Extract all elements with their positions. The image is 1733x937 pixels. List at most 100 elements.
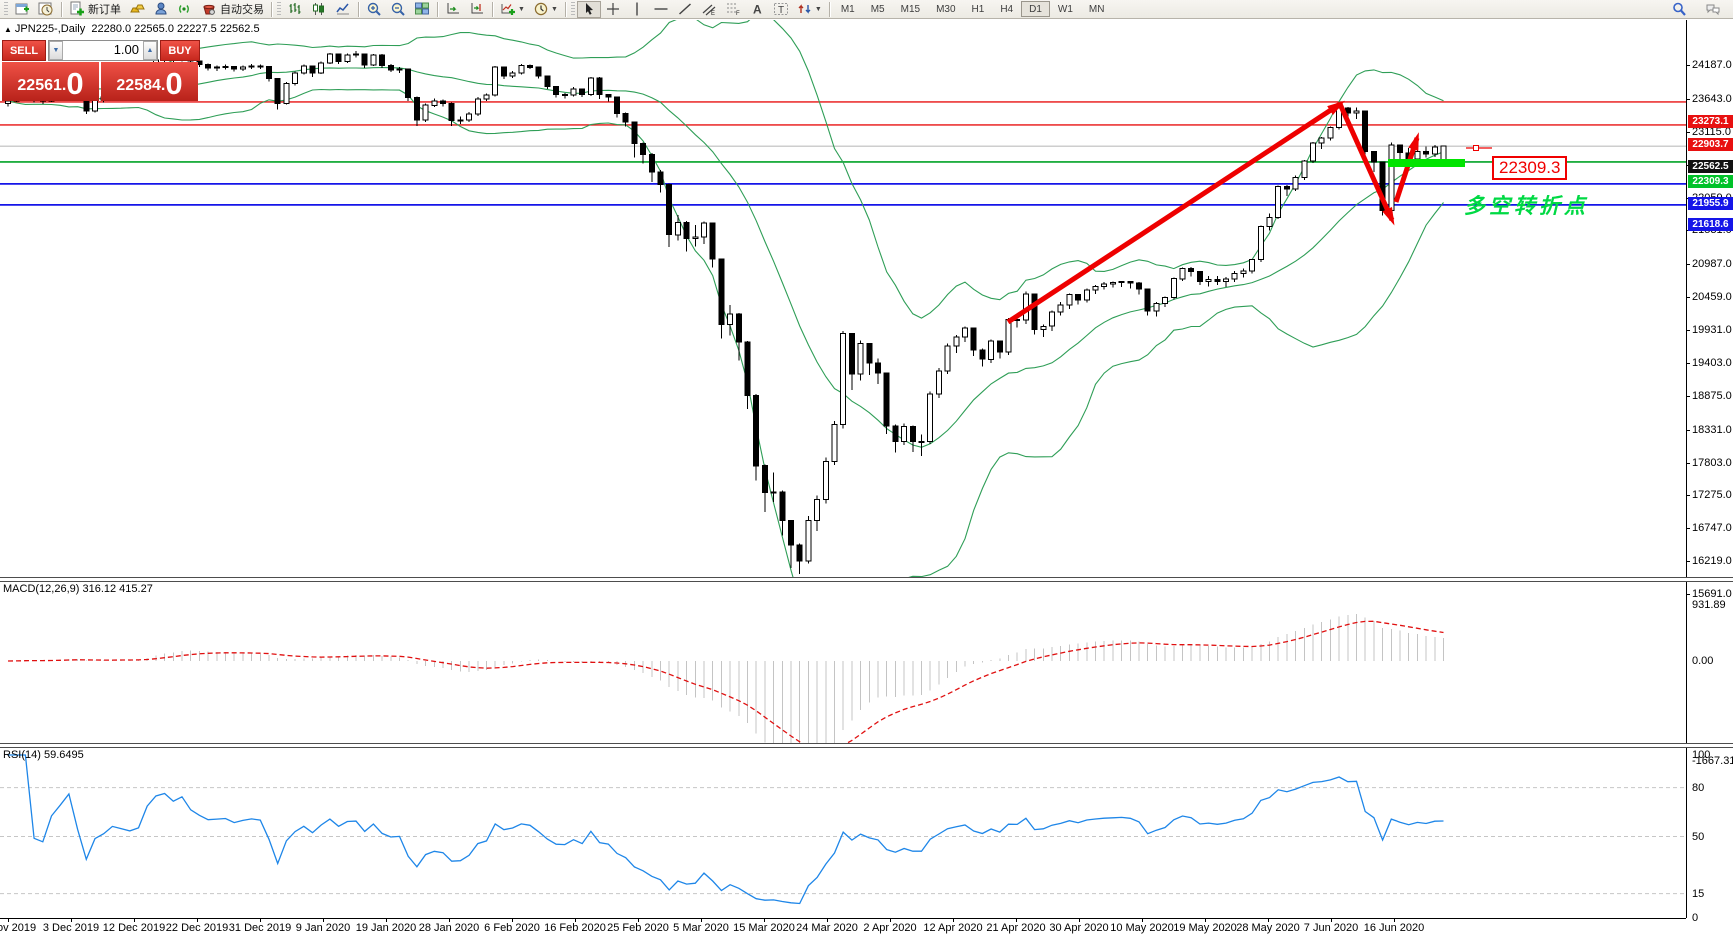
channel-tool-button[interactable]: E: [697, 1, 721, 18]
bar-chart-mode-button[interactable]: [283, 1, 307, 18]
channel-tool-icon: E: [701, 1, 717, 17]
toolbar-grip[interactable]: [277, 2, 281, 16]
candle-body: [1301, 160, 1308, 178]
toolbar-grip[interactable]: [4, 2, 8, 16]
new-chart-icon: [14, 1, 30, 17]
trend-arrow-line[interactable]: [1006, 101, 1342, 325]
community-icon: [153, 1, 169, 17]
price-tick: [1686, 264, 1690, 265]
buy-button[interactable]: BUY: [160, 40, 200, 61]
price-tick-label: 20459.0: [1692, 291, 1732, 303]
chart-shift-button[interactable]: [465, 1, 489, 18]
timeframe-m15-button[interactable]: M15: [900, 3, 921, 15]
timeframe-mn-button[interactable]: MN: [1088, 3, 1105, 15]
chat-button[interactable]: [1701, 1, 1725, 18]
volume-decrease-button[interactable]: ▼: [49, 41, 63, 60]
trendline-tool-button[interactable]: [673, 1, 697, 18]
text-tool-button[interactable]: A: [745, 1, 769, 18]
toolbar-grip[interactable]: [570, 2, 575, 16]
signals-button[interactable]: [173, 1, 197, 18]
auto-trading-button[interactable]: 自动交易: [197, 1, 268, 18]
bollinger-middle-band[interactable]: [7, 67, 1444, 448]
candle-body: [883, 372, 890, 427]
crosshair-tool-button[interactable]: [601, 1, 625, 18]
tile-windows-button[interactable]: [410, 1, 434, 18]
turning-point-annotation[interactable]: 多空转折点: [1464, 195, 1589, 218]
toolbar-separator: [61, 1, 62, 17]
macd-signal-line[interactable]: [7, 620, 1444, 743]
candle-body: [744, 341, 751, 396]
zoom-out-button[interactable]: [386, 1, 410, 18]
timeframe-w1-button[interactable]: W1: [1057, 3, 1073, 15]
sell-button[interactable]: SELL: [2, 40, 46, 61]
fibonacci-tool-button[interactable]: F: [721, 1, 745, 18]
search-button[interactable]: [1667, 1, 1691, 18]
chart-title: ▲ JPN225-,Daily 22280.0 22565.0 22227.5 2…: [4, 23, 260, 35]
trend-arrow-line[interactable]: [1337, 102, 1395, 222]
text-label-tool-button[interactable]: T: [769, 1, 793, 18]
candle-body: [1266, 216, 1273, 228]
rsi-line[interactable]: [8, 754, 1444, 905]
vertical-line-tool-button[interactable]: [625, 1, 649, 18]
dropdown-caret-icon[interactable]: ▼: [550, 5, 558, 13]
volume-value[interactable]: 1.00: [113, 42, 139, 57]
timeframe-d1-button[interactable]: D1: [1021, 1, 1050, 17]
dropdown-caret-icon[interactable]: ▼: [518, 5, 525, 13]
new-chart-button[interactable]: [10, 1, 34, 18]
candle-body: [518, 64, 525, 74]
candle-body: [979, 349, 986, 360]
cursor-tool-button[interactable]: [576, 0, 601, 18]
rsi-panel[interactable]: [0, 748, 1686, 918]
sell-price-main: 22561.: [17, 77, 67, 94]
main-price-chart[interactable]: [0, 20, 1686, 580]
timeframe-m30-button[interactable]: M30: [936, 3, 956, 15]
arrows-tool-button[interactable]: ▼: [793, 1, 826, 18]
tile-windows-icon: [414, 1, 430, 17]
time-tick-label: 22 Dec 2019: [165, 922, 229, 934]
chart-window[interactable]: ▲ JPN225-,Daily 22280.0 22565.0 22227.5 2…: [0, 20, 1733, 937]
timeframe-h1-button[interactable]: H1: [971, 3, 985, 15]
timeframe-m1-button[interactable]: M1: [840, 3, 855, 15]
time-tick-label: 31 Dec 2019: [228, 922, 292, 934]
zoom-in-button[interactable]: [362, 1, 386, 18]
candle-body: [1153, 302, 1160, 312]
timeframe-m5-button[interactable]: M5: [870, 3, 885, 15]
horizontal-line-tool-button[interactable]: [649, 1, 673, 18]
auto-scroll-button[interactable]: [441, 1, 465, 18]
deposit-button[interactable]: [125, 1, 149, 18]
bollinger-upper-band[interactable]: [7, 20, 1444, 319]
sell-price[interactable]: 22561. 0: [2, 62, 99, 101]
candle-body: [1379, 161, 1386, 211]
dropdown-caret-icon[interactable]: ▼: [814, 5, 822, 13]
new-order-button[interactable]: 新订单: [65, 1, 125, 18]
axis-border: [1686, 20, 1687, 918]
community-button[interactable]: [149, 1, 173, 18]
indicators-menu-button[interactable]: ▼: [496, 1, 529, 18]
rsi-panel-divider[interactable]: [0, 743, 1733, 748]
collapse-panel-icon[interactable]: ▲: [4, 25, 12, 34]
timeframe-h4-button[interactable]: H4: [1000, 3, 1014, 15]
time-tick-label: 28 May 2020: [1236, 922, 1300, 934]
macd-panel[interactable]: [0, 582, 1686, 743]
candle-body: [370, 54, 377, 66]
candle-body: [553, 86, 560, 96]
macd-panel-divider[interactable]: [0, 577, 1733, 582]
callout-anchor-handle[interactable]: [1473, 145, 1479, 151]
toolbar-separator: [492, 1, 493, 17]
candle-body: [640, 143, 647, 155]
time-tick: [953, 919, 954, 922]
chart-profiles-button[interactable]: [34, 1, 58, 18]
support-highlight-bar[interactable]: [1388, 159, 1465, 167]
candlestick-mode-button[interactable]: [307, 1, 331, 18]
time-tick: [386, 919, 387, 922]
volume-increase-button[interactable]: ▲: [143, 41, 157, 60]
buy-price[interactable]: 22584. 0: [101, 62, 198, 101]
candles: [5, 51, 1447, 575]
price-callout-label[interactable]: 22309.3: [1492, 156, 1568, 180]
line-chart-mode-button[interactable]: [331, 1, 355, 18]
time-tick: [260, 919, 261, 922]
periods-menu-button[interactable]: ▼: [529, 1, 562, 18]
bollinger-lower-band[interactable]: [7, 88, 1444, 581]
time-tick-label: 16 Feb 2020: [544, 922, 606, 934]
